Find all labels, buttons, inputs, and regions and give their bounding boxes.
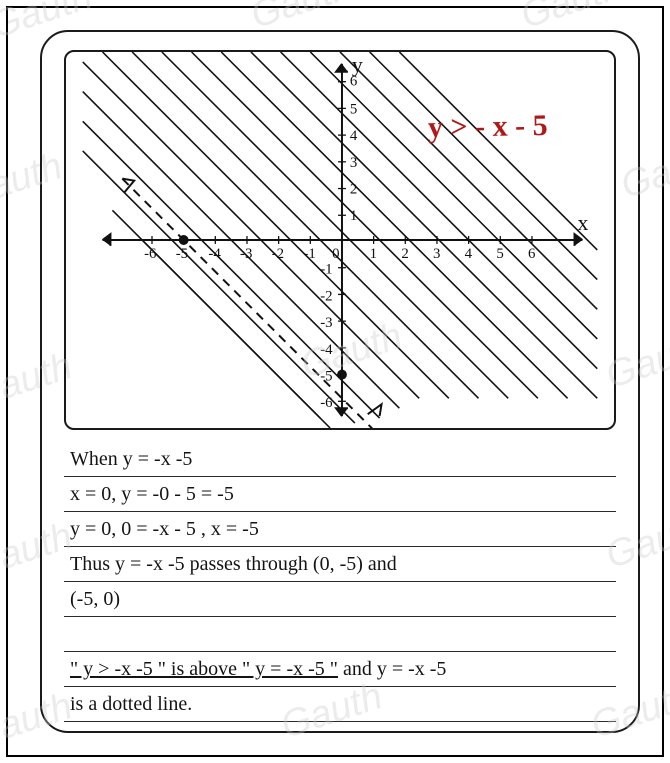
svg-text:3: 3	[350, 155, 357, 171]
svg-text:5: 5	[496, 246, 503, 262]
svg-text:-4: -4	[320, 342, 333, 358]
svg-text:-2: -2	[272, 246, 284, 262]
line-3: y = 0, 0 = -x - 5 , x = -5	[64, 512, 616, 547]
handwritten-text: When y = -x -5 x = 0, y = -0 - 5 = -5 y …	[64, 442, 616, 713]
svg-text:3: 3	[433, 246, 440, 262]
svg-text:2: 2	[401, 246, 408, 262]
point-y-intercept	[337, 370, 347, 380]
line-8: is a dotted line.	[64, 687, 616, 722]
svg-text:-5: -5	[176, 246, 188, 262]
line-6	[64, 617, 616, 652]
line-7: " y > -x -5 " is above " y = -x -5 " and…	[64, 652, 616, 687]
svg-text:1: 1	[370, 246, 377, 262]
svg-text:4: 4	[350, 128, 358, 144]
svg-text:-1: -1	[320, 262, 332, 278]
svg-text:-3: -3	[240, 246, 252, 262]
svg-text:2: 2	[350, 181, 357, 197]
svg-text:-3: -3	[320, 315, 332, 331]
svg-text:-6: -6	[320, 395, 332, 411]
svg-text:-1: -1	[303, 246, 315, 262]
svg-text:6: 6	[528, 246, 535, 262]
line-2: x = 0, y = -0 - 5 = -5	[64, 477, 616, 512]
line-7-underlined: " y > -x -5 " is above " y = -x -5 "	[70, 658, 338, 680]
y-axis-label: y	[352, 53, 363, 77]
inequality-label: y > - x - 5	[428, 109, 548, 145]
line-7-rest: and y = -x -5	[338, 658, 446, 680]
card-frame: -6 -5 -4 -3 -2 -1 0 1 2 3 4 5 6 6	[40, 30, 640, 733]
line-4: Thus y = -x -5 passes through (0, -5) an…	[64, 547, 616, 582]
svg-text:-6: -6	[144, 246, 156, 262]
svg-text:5: 5	[350, 101, 357, 117]
svg-text:-2: -2	[320, 288, 332, 304]
graph-frame: -6 -5 -4 -3 -2 -1 0 1 2 3 4 5 6 6	[64, 50, 616, 430]
svg-text:-4: -4	[208, 246, 221, 262]
svg-text:1: 1	[350, 208, 357, 224]
svg-text:4: 4	[465, 246, 473, 262]
x-axis-label: x	[577, 211, 588, 235]
point-x-intercept	[179, 235, 189, 245]
svg-text:0: 0	[332, 246, 339, 262]
line-5: (-5, 0)	[64, 582, 616, 617]
line-1: When y = -x -5	[64, 442, 616, 477]
